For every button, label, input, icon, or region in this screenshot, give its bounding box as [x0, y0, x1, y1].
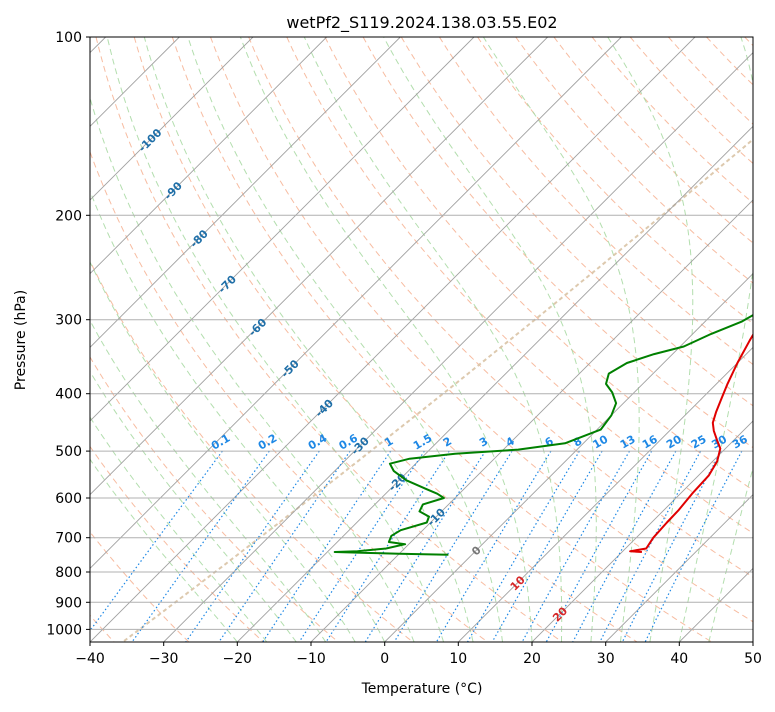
x-tick-label: 30 [597, 651, 615, 667]
x-tick-label: 0 [380, 651, 389, 667]
chart-title: wetPf2_S119.2024.138.03.55.E02 [286, 13, 557, 33]
y-tick-label: 800 [55, 565, 82, 581]
x-tick-label: −10 [296, 651, 326, 667]
y-tick-label: 500 [55, 444, 82, 460]
y-tick-label: 1000 [46, 622, 82, 638]
x-tick-label: 10 [449, 651, 467, 667]
y-axis-label: Pressure (hPa) [13, 290, 29, 390]
x-tick-label: 40 [670, 651, 688, 667]
x-tick-label: 20 [523, 651, 541, 667]
y-tick-label: 200 [55, 208, 82, 224]
x-tick-label: 50 [744, 651, 762, 667]
x-tick-label: −20 [223, 651, 253, 667]
y-tick-label: 600 [55, 491, 82, 507]
x-tick-label: −40 [75, 651, 105, 667]
y-tick-label: 100 [55, 30, 82, 46]
y-tick-label: 700 [55, 531, 82, 547]
y-tick-label: 900 [55, 595, 82, 611]
x-tick-label: −30 [149, 651, 179, 667]
x-axis-label: Temperature (°C) [361, 681, 483, 697]
y-tick-label: 300 [55, 313, 82, 329]
y-tick-label: 400 [55, 387, 82, 403]
